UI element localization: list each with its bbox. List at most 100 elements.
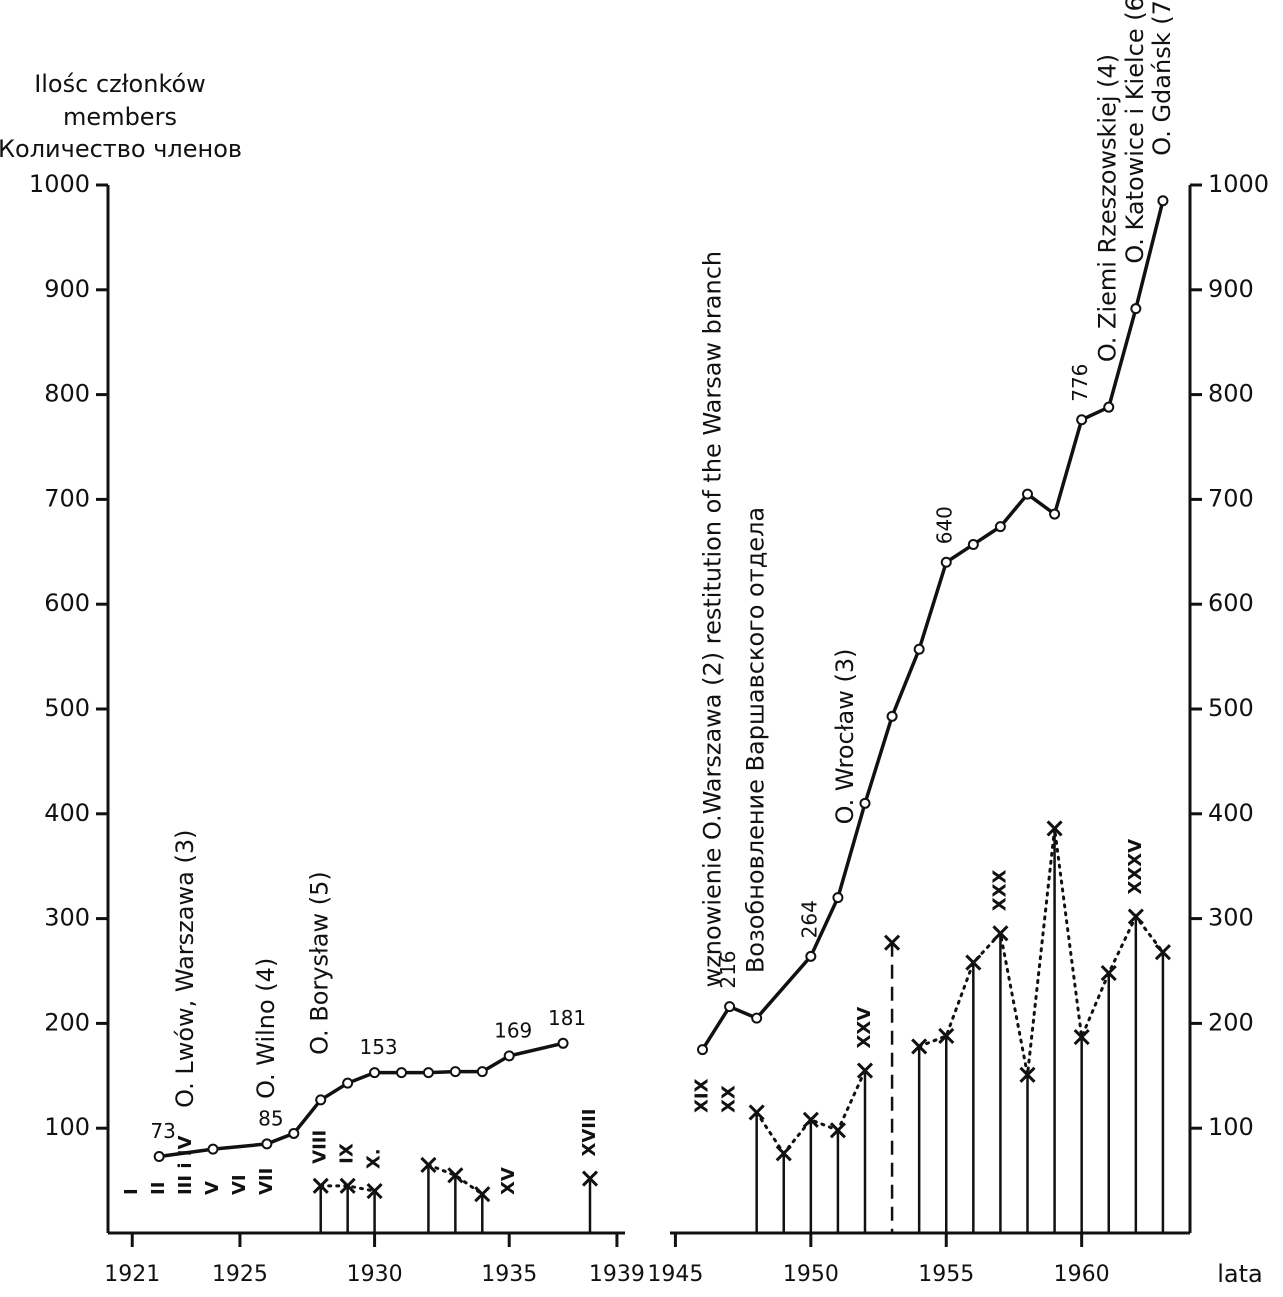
member-point — [1157, 195, 1169, 207]
x-tick-label: 1960 — [1054, 1262, 1110, 1287]
congress-mark — [339, 1177, 356, 1233]
y-tick-label: 100 — [1208, 1113, 1254, 1141]
member-point — [153, 1150, 165, 1162]
congress-mark — [474, 1186, 491, 1233]
cross — [339, 1177, 356, 1194]
congress-mark — [1154, 944, 1171, 1233]
congress-mark — [911, 1038, 928, 1233]
y-tick-label: 500 — [1208, 694, 1254, 722]
congress-mark — [856, 1062, 874, 1233]
member-point — [557, 1037, 569, 1049]
member-point — [940, 556, 952, 568]
congress-mark — [748, 1104, 765, 1233]
member-point — [832, 892, 844, 904]
cross — [312, 1177, 329, 1194]
cross — [965, 954, 982, 971]
congress-label: III i IV — [175, 1136, 196, 1195]
congress-mark — [447, 1167, 464, 1233]
member-point — [422, 1067, 434, 1079]
congress-mark — [420, 1156, 437, 1233]
member-line — [157, 1041, 565, 1159]
member-point — [805, 950, 817, 962]
cross — [938, 1027, 955, 1045]
cross — [884, 934, 901, 951]
member-point — [261, 1138, 273, 1150]
congress-label: X. — [364, 1148, 385, 1169]
y-axis-title: Количество членов — [0, 135, 242, 163]
member-point — [697, 1044, 708, 1056]
member-point — [913, 643, 925, 655]
congress-mark — [775, 1145, 792, 1233]
member-point — [1076, 414, 1088, 426]
y-tick-label: 1000 — [1208, 170, 1269, 198]
cross — [992, 925, 1009, 942]
congress-mark — [1100, 965, 1117, 1233]
x-tick-label: 1945 — [647, 1262, 703, 1287]
congress-mark — [884, 934, 901, 1233]
congress-mark — [366, 1183, 383, 1233]
congress-label: XXXV — [1125, 839, 1146, 895]
cross — [447, 1167, 464, 1184]
member-point — [449, 1066, 461, 1078]
y-tick-label: 800 — [1208, 380, 1254, 408]
y-tick-label: 500 — [44, 694, 90, 722]
congress-mark — [1046, 820, 1063, 1233]
y-tick-label: 100 — [44, 1113, 90, 1141]
value-label: 181 — [548, 1006, 586, 1030]
annotation: O. Ziemi Rzeszowskiej (4) — [1094, 54, 1122, 362]
cross — [829, 1122, 846, 1139]
cross — [581, 1170, 599, 1187]
value-label: 776 — [1068, 364, 1092, 402]
y-tick-label: 700 — [44, 484, 90, 512]
congress-label: XVIII — [579, 1109, 600, 1157]
member-point — [1049, 508, 1061, 520]
value-label: 85 — [258, 1106, 283, 1130]
x-tick-label: 1939 — [589, 1262, 645, 1287]
congress-label: V — [202, 1181, 223, 1195]
member-point — [503, 1050, 515, 1062]
member-point — [476, 1066, 488, 1078]
x-tick-label: 1930 — [347, 1262, 403, 1287]
congress-mark — [829, 1122, 846, 1233]
congress-mark — [1019, 1066, 1036, 1233]
congress-mark — [965, 954, 982, 1233]
member-point — [994, 521, 1006, 533]
cross — [802, 1111, 819, 1128]
y-tick-label: 400 — [1208, 799, 1254, 827]
cross — [1073, 1028, 1090, 1046]
annotation: O. Borysław (5) — [306, 871, 334, 1055]
congress-label: XV — [498, 1167, 519, 1195]
cross — [1019, 1066, 1036, 1083]
y-tick-label: 400 — [44, 799, 90, 827]
congress-label: VIII — [310, 1130, 331, 1164]
y-tick-label: 300 — [1208, 904, 1254, 932]
y-tick-label: 1000 — [29, 170, 90, 198]
cross — [748, 1104, 765, 1121]
y-tick-label: 300 — [44, 904, 90, 932]
x-tick-label: 1935 — [481, 1262, 537, 1287]
cross — [1100, 965, 1117, 982]
x-tick-label: 1925 — [212, 1262, 268, 1287]
value-label: 169 — [494, 1018, 532, 1042]
annotation: O. Lwów, Warszawa (3) — [171, 830, 199, 1108]
y-tick-label: 700 — [1208, 484, 1254, 512]
member-point — [886, 710, 898, 722]
y-tick-label: 600 — [1208, 589, 1254, 617]
annotation: O. Katowice i Kielce (6) — [1121, 0, 1149, 264]
member-point — [751, 1012, 763, 1024]
x-tick-label: 1921 — [104, 1262, 160, 1287]
congress-label: VI — [229, 1174, 250, 1195]
member-point — [1103, 401, 1115, 413]
member-point — [396, 1067, 408, 1079]
cross — [420, 1156, 437, 1173]
congress-label: XX — [719, 1085, 740, 1113]
annotation: O. Gdańsk (7) — [1148, 0, 1176, 156]
value-label: 264 — [797, 900, 821, 938]
y-tick-label: 800 — [44, 380, 90, 408]
cross — [856, 1062, 874, 1079]
annotation: Возобновление Варшавского отдела — [742, 507, 770, 973]
congress-mark — [581, 1170, 599, 1233]
congress-mark — [992, 925, 1009, 1233]
